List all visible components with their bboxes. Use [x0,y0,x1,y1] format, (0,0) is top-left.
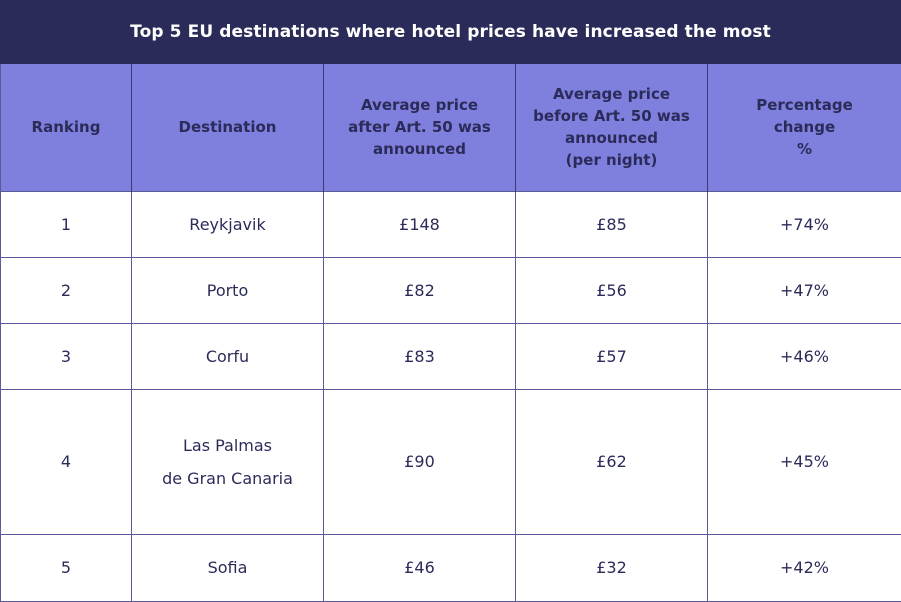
cell-percentage-change: +74% [708,191,901,257]
table-row: 3 Corfu £83 £57 +46% [1,323,901,389]
cell-price-before: £56 [516,257,708,323]
cell-destination: Las Palmas de Gran Canaria [132,389,324,534]
table-row: 5 Sofia £46 £32 +42% [1,534,901,601]
cell-ranking: 2 [1,257,132,323]
header-percentage-change: Percentage change % [708,64,901,191]
cell-ranking: 1 [1,191,132,257]
cell-price-after: £83 [324,323,516,389]
cell-destination: Corfu [132,323,324,389]
table-header-row: Ranking Destination Average price after … [1,64,901,191]
cell-percentage-change: +45% [708,389,901,534]
chart-title: Top 5 EU destinations where hotel prices… [0,0,901,64]
header-price-before: Average price before Art. 50 was announc… [516,64,708,191]
cell-ranking: 4 [1,389,132,534]
cell-price-before: £57 [516,323,708,389]
table-row: 2 Porto £82 £56 +47% [1,257,901,323]
cell-percentage-change: +46% [708,323,901,389]
cell-price-before: £32 [516,534,708,601]
cell-ranking: 3 [1,323,132,389]
cell-percentage-change: +47% [708,257,901,323]
cell-price-after: £46 [324,534,516,601]
cell-price-after: £90 [324,389,516,534]
rankings-table: Ranking Destination Average price after … [0,64,901,602]
cell-price-before: £85 [516,191,708,257]
cell-destination: Sofia [132,534,324,601]
cell-price-after: £148 [324,191,516,257]
cell-ranking: 5 [1,534,132,601]
cell-price-before: £62 [516,389,708,534]
table-row: 4 Las Palmas de Gran Canaria £90 £62 +45… [1,389,901,534]
cell-percentage-change: +42% [708,534,901,601]
header-destination: Destination [132,64,324,191]
cell-destination: Porto [132,257,324,323]
table-row: 1 Reykjavik £148 £85 +74% [1,191,901,257]
header-ranking: Ranking [1,64,132,191]
header-price-after: Average price after Art. 50 was announce… [324,64,516,191]
cell-destination: Reykjavik [132,191,324,257]
cell-price-after: £82 [324,257,516,323]
